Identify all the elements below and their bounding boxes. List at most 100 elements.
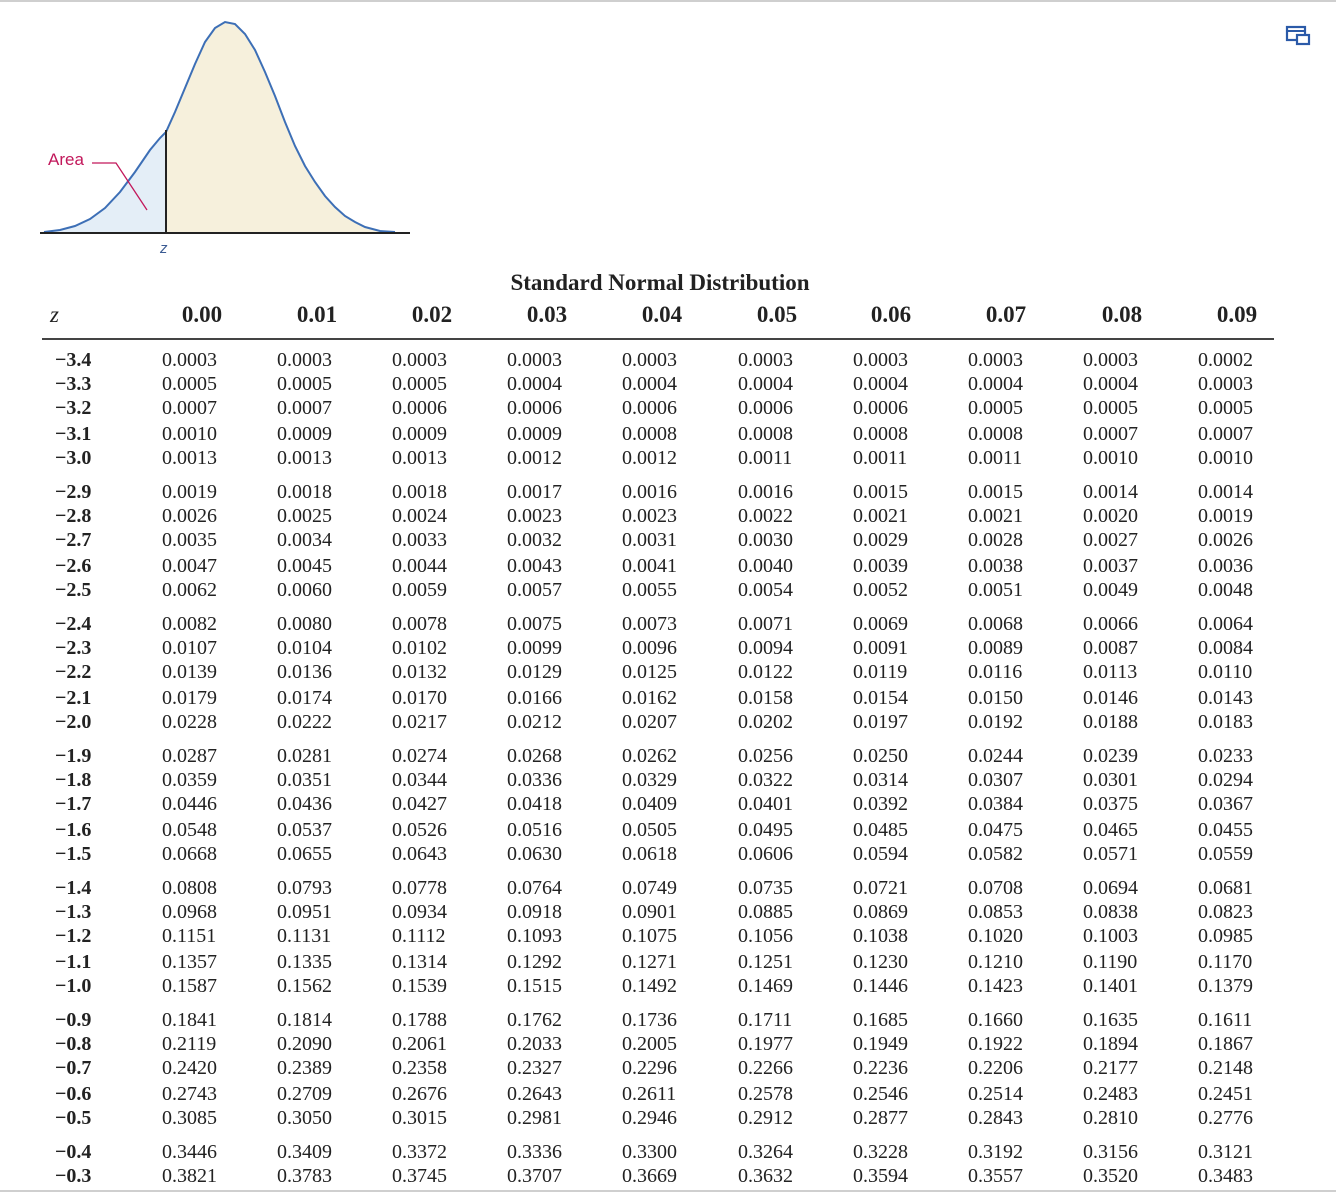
table-cell: 0.0024: [392, 505, 447, 527]
z-value: −2.0: [55, 711, 92, 733]
table-cell: 0.0084: [1198, 637, 1253, 659]
table-cell: 0.0630: [507, 843, 562, 865]
table-cell: 0.1562: [277, 975, 332, 997]
table-cell: 0.0096: [622, 637, 677, 659]
table-cell: 0.2236: [853, 1057, 908, 1079]
table-cell: 0.2177: [1083, 1057, 1138, 1079]
table-cell: 0.0207: [622, 711, 677, 733]
table-cell: 0.2033: [507, 1033, 562, 1055]
table-cell: 0.0233: [1198, 745, 1253, 767]
table-cell: 0.0012: [622, 447, 677, 469]
table-cell: 0.0048: [1198, 579, 1253, 601]
table-cell: 0.0174: [277, 687, 332, 709]
expand-window-icon[interactable]: [1284, 22, 1314, 50]
table-cell: 0.0197: [853, 711, 908, 733]
normal-curve-diagram: [40, 20, 410, 234]
table-cell: 0.2451: [1198, 1083, 1253, 1105]
table-cell: 0.0082: [162, 613, 217, 635]
table-cell: 0.3745: [392, 1165, 447, 1187]
table-cell: 0.0013: [392, 447, 447, 469]
table-cell: 0.2266: [738, 1057, 793, 1079]
table-cell: 0.0007: [277, 397, 332, 419]
table-cell: 0.0571: [1083, 843, 1138, 865]
table-cell: 0.0250: [853, 745, 908, 767]
z-value: −1.9: [55, 745, 92, 767]
table-cell: 0.0594: [853, 843, 908, 865]
column-header: 0.01: [296, 302, 338, 327]
table-cell: 0.0029: [853, 529, 908, 551]
table-cell: 0.0011: [853, 447, 908, 469]
table-cell: 0.0010: [1083, 447, 1138, 469]
table-cell: 0.1841: [162, 1009, 217, 1031]
column-header: 0.03: [526, 302, 568, 327]
table-cell: 0.0985: [1198, 925, 1253, 947]
table-cell: 0.3192: [968, 1141, 1023, 1163]
table-cell: 0.1093: [507, 925, 562, 947]
column-header: 0.07: [985, 302, 1027, 327]
bottom-border: [0, 1190, 1336, 1192]
table-cell: 0.0071: [738, 613, 793, 635]
table-cell: 0.0139: [162, 661, 217, 683]
table-cell: 0.0091: [853, 637, 908, 659]
table-cell: 0.2327: [507, 1057, 562, 1079]
table-cell: 0.0006: [392, 397, 447, 419]
table-cell: 0.0009: [392, 423, 447, 445]
z-value: −2.8: [55, 505, 92, 527]
table-cell: 0.0823: [1198, 901, 1253, 923]
table-cell: 0.0021: [853, 505, 908, 527]
table-cell: 0.0033: [392, 529, 447, 551]
table-cell: 0.2119: [162, 1033, 217, 1055]
z-value: −0.5: [55, 1107, 92, 1129]
z-value: −3.4: [55, 349, 92, 371]
table-cell: 0.0030: [738, 529, 793, 551]
table-cell: 0.0035: [162, 529, 217, 551]
table-cell: 0.1251: [738, 951, 793, 973]
table-cell: 0.0094: [738, 637, 793, 659]
table-cell: 0.3821: [162, 1165, 217, 1187]
table-cell: 0.0005: [1198, 397, 1253, 419]
table-cell: 0.0021: [968, 505, 1023, 527]
table-cell: 0.2514: [968, 1083, 1023, 1105]
table-cell: 0.0294: [1198, 769, 1253, 791]
z-column-header: z: [50, 302, 59, 327]
table-cell: 0.1210: [968, 951, 1023, 973]
z-value: −1.6: [55, 819, 92, 841]
table-cell: 0.0548: [162, 819, 217, 841]
table-cell: 0.3557: [968, 1165, 1023, 1187]
table-cell: 0.0075: [507, 613, 562, 635]
table-cell: 0.3085: [162, 1107, 217, 1129]
table-cell: 0.1131: [277, 925, 332, 947]
table-cell: 0.0455: [1198, 819, 1253, 841]
table-cell: 0.0080: [277, 613, 332, 635]
table-cell: 0.0104: [277, 637, 332, 659]
table-cell: 0.0006: [507, 397, 562, 419]
table-cell: 0.0016: [738, 481, 793, 503]
table-cell: 0.0418: [507, 793, 562, 815]
table-cell: 0.0018: [392, 481, 447, 503]
table-cell: 0.0107: [162, 637, 217, 659]
table-cell: 0.0516: [507, 819, 562, 841]
table-cell: 0.1788: [392, 1009, 447, 1031]
table-cell: 0.0314: [853, 769, 908, 791]
table-cell: 0.0951: [277, 901, 332, 923]
table-cell: 0.0934: [392, 901, 447, 923]
table-cell: 0.0060: [277, 579, 332, 601]
table-cell: 0.0968: [162, 901, 217, 923]
table-cell: 0.3409: [277, 1141, 332, 1163]
table-cell: 0.0047: [162, 555, 217, 577]
table-cell: 0.0427: [392, 793, 447, 815]
table-cell: 0.0057: [507, 579, 562, 601]
table-cell: 0.0808: [162, 877, 217, 899]
z-value: −3.2: [55, 397, 92, 419]
table-cell: 0.0004: [853, 373, 908, 395]
z-value: −0.6: [55, 1083, 92, 1105]
table-cell: 0.0694: [1083, 877, 1138, 899]
table-cell: 0.2389: [277, 1057, 332, 1079]
table-cell: 0.0062: [162, 579, 217, 601]
table-cell: 0.0192: [968, 711, 1023, 733]
table-cell: 0.0465: [1083, 819, 1138, 841]
table-cell: 0.2912: [738, 1107, 793, 1129]
table-cell: 0.0004: [622, 373, 677, 395]
table-cell: 0.0239: [1083, 745, 1138, 767]
table-cell: 0.2148: [1198, 1057, 1253, 1079]
